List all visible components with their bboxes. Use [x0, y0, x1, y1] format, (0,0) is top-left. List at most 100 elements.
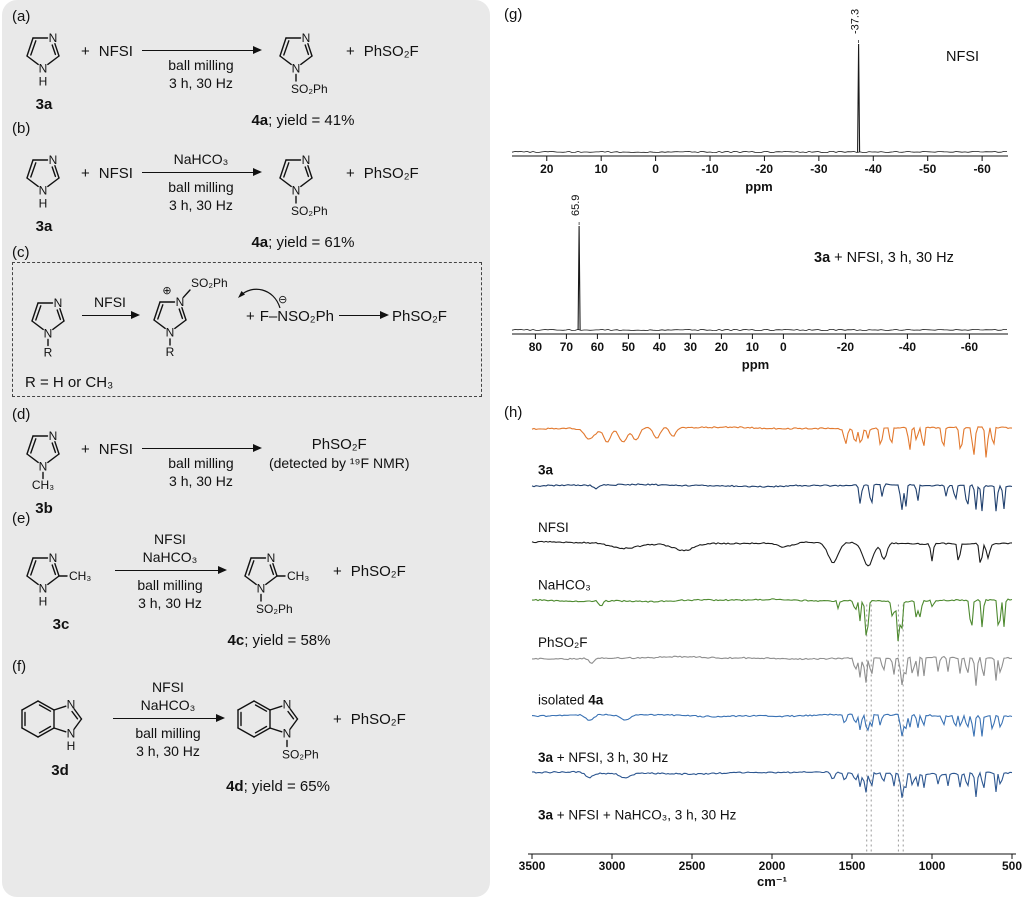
- group-label-r: R: [166, 345, 175, 359]
- reaction-arrow: NFSI: [82, 294, 140, 319]
- compound-id: 3d: [51, 762, 69, 779]
- arrow-reagents: NFSI NaHCO₃: [142, 531, 198, 565]
- atom-label-n: N: [283, 727, 292, 741]
- group-label-so2ph: SO₂Ph: [191, 276, 228, 290]
- ring-bonds: [279, 159, 313, 204]
- arrow-reagents: NaHCO₃: [173, 150, 229, 167]
- svg-text:-10: -10: [701, 162, 719, 176]
- reactant-2-methylimidazole-3c: N N H CH₃ 3c: [16, 544, 106, 633]
- arrow-shaft: [338, 311, 389, 319]
- ring-bonds: [26, 37, 60, 66]
- arrow-reagents: NFSI NaHCO₃: [140, 679, 196, 713]
- ring-bonds: [237, 700, 299, 748]
- scheme-b: (b) N N H 3a: [2, 120, 490, 251]
- compound-id: 3c: [52, 616, 70, 633]
- svg-text:-20: -20: [756, 162, 774, 176]
- scheme-e: (e) N N H CH₃ 3c: [2, 510, 490, 649]
- svg-text:80: 80: [529, 340, 543, 354]
- atom-label-n: N: [49, 429, 58, 443]
- spectra-panel: (g) -37.3 20 10 0 -10 -20 -30 -40 -50 -60 ppm NFSI …: [498, 0, 1024, 899]
- anion-n: N: [277, 308, 289, 325]
- atom-label-n: N: [283, 698, 292, 712]
- svg-text:2000: 2000: [759, 859, 786, 873]
- svg-text:3a + NFSI, 3 h, 30 Hz: 3a + NFSI, 3 h, 30 Hz: [538, 750, 668, 765]
- svg-text:60: 60: [591, 340, 605, 354]
- imidazole-r-structure: N N R: [31, 296, 65, 360]
- product-phso2f: PhSO₂F: [391, 308, 447, 325]
- reaction-arrow: NFSI NaHCO₃ ball milling 3 h, 30 Hz: [115, 531, 227, 611]
- svg-text:3a + NFSI, 3 h, 30 Hz: 3a + NFSI, 3 h, 30 Hz: [814, 250, 954, 266]
- group-label-ch3: CH₃: [69, 569, 91, 583]
- compound-id-yield: 4d; yield = 65%: [226, 778, 330, 795]
- detection-note: (detected by ¹⁹F NMR): [268, 455, 410, 471]
- atom-label-n: N: [176, 295, 185, 309]
- f19-nmr-spectrum-nfsi: -37.3 20 10 0 -10 -20 -30 -40 -50 -60 ppm NFSI: [511, 9, 1008, 194]
- product-formula: PhSO₂F: [311, 436, 367, 453]
- group-label-so2ph: SO₂Ph: [291, 204, 328, 218]
- panel-label-d: (d): [12, 406, 31, 423]
- reagent-nfsi: NFSI: [98, 43, 133, 60]
- reagent-nfsi: NFSI: [98, 165, 133, 182]
- arrow-conditions: ball milling 3 h, 30 Hz: [168, 179, 234, 213]
- svg-text:50: 50: [622, 340, 636, 354]
- reactant-benzimidazole-3d: N N H 3d: [16, 694, 104, 779]
- 1-methylimidazole-structure: N N CH₃: [26, 429, 60, 492]
- anion-f: F–: [259, 308, 278, 325]
- svg-text:NaHCO₃: NaHCO₃: [538, 578, 591, 593]
- svg-text:0: 0: [652, 162, 659, 176]
- panel-label-h: (h): [504, 404, 523, 421]
- svg-text:-40: -40: [865, 162, 883, 176]
- arrow-reagents: NFSI: [94, 293, 126, 310]
- svg-text:0: 0: [780, 340, 787, 354]
- arrow-shaft: [113, 714, 225, 722]
- atom-label-n: N: [39, 460, 48, 474]
- svg-text:NFSI: NFSI: [538, 520, 569, 535]
- reaction-schemes-panel: (a) N N H 3a: [2, 0, 490, 897]
- compound-id-yield: 4a; yield = 61%: [251, 234, 355, 251]
- scheme-a: (a) N N H 3a: [2, 8, 490, 129]
- plus-sign: +: [246, 308, 255, 325]
- compound-id: 3a: [35, 218, 53, 235]
- atom-label-n: N: [39, 184, 48, 198]
- reaction-arrow: [338, 311, 389, 319]
- arrow-shaft: [141, 46, 262, 54]
- panel-label-a: (a): [12, 8, 31, 25]
- arrow-conditions: ball milling 3 h, 30 Hz: [168, 455, 234, 489]
- arrow-shaft: [141, 168, 262, 176]
- atom-label-n: N: [166, 326, 175, 340]
- atom-label-h: H: [39, 595, 48, 609]
- atom-label-n: N: [39, 62, 48, 76]
- product-4a: N N SO₂Ph 4a; yield = 41%: [251, 24, 354, 129]
- svg-text:70: 70: [560, 340, 574, 354]
- benzimidazole-structure: N N H: [21, 698, 83, 753]
- svg-text:PhSO₂F: PhSO₂F: [538, 635, 588, 650]
- svg-text:40: 40: [653, 340, 667, 354]
- byproduct-phso2f: PhSO₂F: [363, 165, 419, 182]
- plus-sign: +: [81, 43, 90, 60]
- byproduct-phso2f: PhSO₂F: [350, 711, 406, 728]
- arrow-shaft: [141, 444, 262, 452]
- 2-methylimidazole-structure: N N H CH₃: [26, 551, 91, 609]
- reagent-nfsi: NFSI: [98, 441, 133, 458]
- svg-text:cm⁻¹: cm⁻¹: [757, 874, 787, 889]
- atom-label-h: H: [39, 75, 48, 89]
- svg-text:-40: -40: [899, 340, 917, 354]
- compound-id-yield: 4a; yield = 41%: [251, 112, 355, 129]
- minus-charge-icon: ⊖: [278, 294, 288, 306]
- reaction-arrow: NaHCO₃ ball milling 3 h, 30 Hz: [141, 151, 262, 213]
- atom-label-n: N: [302, 153, 311, 167]
- compound-id-yield: 4c; yield = 58%: [227, 632, 331, 649]
- scheme-f: (f) N: [2, 658, 490, 795]
- group-label-so2ph: SO₂Ph: [291, 82, 328, 96]
- svg-text:1500: 1500: [839, 859, 866, 873]
- svg-text:ppm: ppm: [742, 357, 769, 372]
- atom-label-n: N: [49, 153, 58, 167]
- svg-text:2500: 2500: [679, 859, 706, 873]
- svg-text:10: 10: [746, 340, 760, 354]
- svg-text:ppm: ppm: [745, 179, 772, 194]
- group-label-so2ph: SO₂Ph: [256, 602, 293, 616]
- atom-label-n: N: [292, 184, 301, 198]
- plus-sign: +: [81, 441, 90, 458]
- n-sulfonylimidazole-structure: N N SO₂Ph: [279, 31, 328, 96]
